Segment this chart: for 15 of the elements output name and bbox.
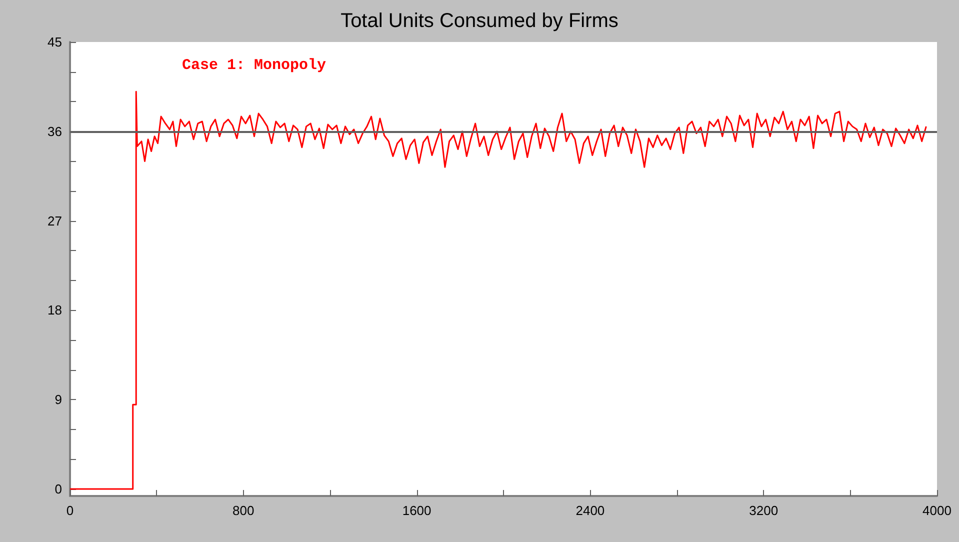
y-tick-label: 27 [48, 213, 62, 228]
x-tick-label: 1600 [402, 503, 432, 518]
x-tick-label: 800 [232, 503, 254, 518]
x-tick-label: 0 [66, 503, 74, 518]
x-tick-label: 2400 [576, 503, 605, 518]
y-tick-label: 9 [54, 392, 62, 408]
annotation: Case 1: Monopoly [182, 57, 326, 74]
x-tick-label: 3200 [749, 503, 778, 518]
x-tick-label: 4000 [922, 503, 952, 518]
y-tick-label: 45 [48, 34, 62, 50]
y-tick-label: 18 [48, 302, 62, 318]
y-tick-label: 36 [48, 124, 62, 139]
chart-title: Total Units Consumed by Firms [340, 10, 618, 32]
y-tick-label: 0 [54, 482, 62, 497]
line-series [69, 90, 927, 490]
